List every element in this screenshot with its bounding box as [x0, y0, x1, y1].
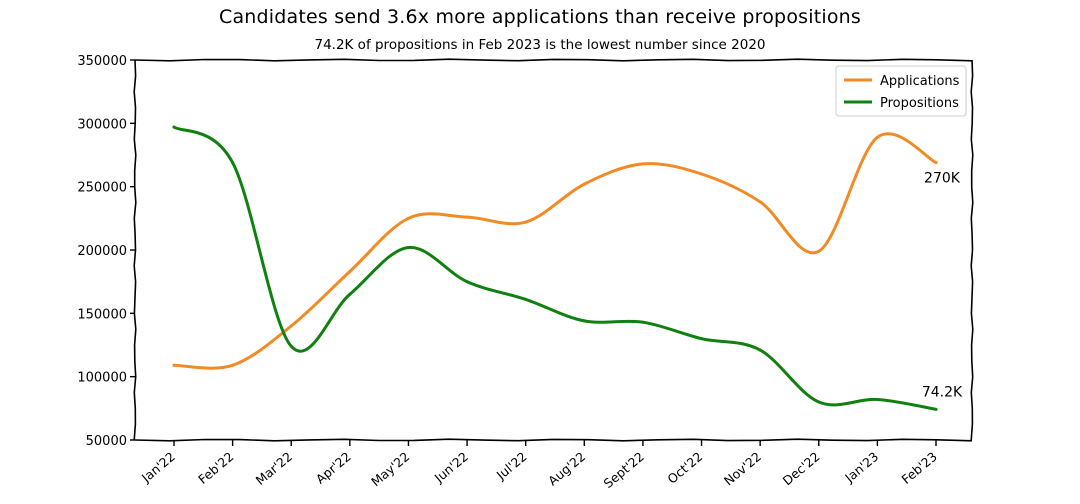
data-point-propositions [875, 397, 879, 401]
y-tick-label: 150000 [77, 307, 127, 322]
x-tick-label: Feb'23 [899, 449, 940, 487]
data-point-propositions [700, 337, 704, 341]
x-tick-label: Feb'22 [195, 449, 236, 487]
data-point-propositions [348, 292, 352, 296]
x-tick-label: Sept'22 [601, 449, 647, 491]
data-point-propositions [524, 297, 528, 301]
legend-label-applications: Applications [880, 74, 960, 89]
data-point-applications [582, 182, 586, 186]
annotation-label: 270K [924, 171, 961, 187]
frame-left [133, 59, 137, 441]
y-tick-label: 350000 [77, 54, 127, 69]
annotation-label: 74.2K [922, 384, 963, 400]
legend: Applications Propositions [835, 65, 967, 117]
x-tick-label: Dec'22 [780, 449, 823, 488]
data-point-propositions [641, 320, 645, 324]
data-point-applications [231, 363, 235, 367]
y-tick-label: 250000 [77, 181, 127, 196]
data-point-propositions [817, 400, 821, 404]
x-tick-label: Apr'22 [313, 449, 354, 487]
data-point-applications [524, 220, 528, 224]
data-point-applications [465, 215, 469, 219]
data-point-propositions [172, 125, 176, 129]
frame-top [134, 58, 973, 62]
data-point-propositions [758, 348, 762, 352]
x-tick-label: Aug'22 [545, 449, 588, 489]
x-tick-label: Jan'23 [841, 449, 881, 486]
data-point-applications [172, 363, 176, 367]
data-point-propositions [582, 319, 586, 323]
data-point-propositions [934, 407, 938, 411]
y-tick-label: 200000 [77, 244, 127, 259]
frame-right [970, 59, 974, 441]
frame-bottom [134, 438, 973, 442]
data-point-applications [348, 270, 352, 274]
series-line-propositions [172, 125, 938, 411]
series-lines [172, 125, 938, 411]
annotations: 270K 74.2K [922, 171, 963, 401]
x-tick-label: Nov'22 [721, 449, 764, 489]
data-point-applications [406, 216, 410, 220]
data-point-propositions [289, 344, 293, 348]
x-tick-label: Jan'22 [138, 449, 178, 486]
y-tick-label: 50000 [86, 434, 127, 449]
x-tick-label: Jul'22 [493, 449, 530, 483]
data-point-applications [289, 324, 293, 328]
data-point-applications [817, 249, 821, 253]
data-point-applications [934, 161, 938, 165]
series-line-applications [172, 132, 938, 370]
y-axis: 50000 100000 150000 200000 250000 300000 35000… [77, 54, 135, 449]
y-tick-label: 300000 [77, 117, 127, 132]
data-point-propositions [465, 280, 469, 284]
chart-subtitle: 74.2K of propositions in Feb 2023 is the… [314, 37, 766, 53]
chart-title: Candidates send 3.6x more applications t… [218, 6, 862, 28]
data-point-applications [700, 172, 704, 176]
x-tick-label: Mar'22 [253, 449, 296, 488]
x-tick-label: Oct'22 [664, 449, 705, 487]
x-axis: Jan'22 Feb'22 Mar'22 Apr'22 May'22 Jun'22 Jul'… [138, 440, 940, 491]
legend-label-propositions: Propositions [880, 96, 959, 111]
data-point-applications [758, 200, 762, 204]
x-tick-label: Jun'22 [431, 449, 471, 486]
x-tick-label: May'22 [368, 449, 412, 490]
data-point-applications [641, 162, 645, 166]
data-point-applications [875, 135, 879, 139]
y-tick-label: 100000 [77, 371, 127, 386]
data-point-propositions [406, 245, 410, 249]
data-point-propositions [231, 161, 235, 165]
plot-frame [133, 58, 974, 442]
